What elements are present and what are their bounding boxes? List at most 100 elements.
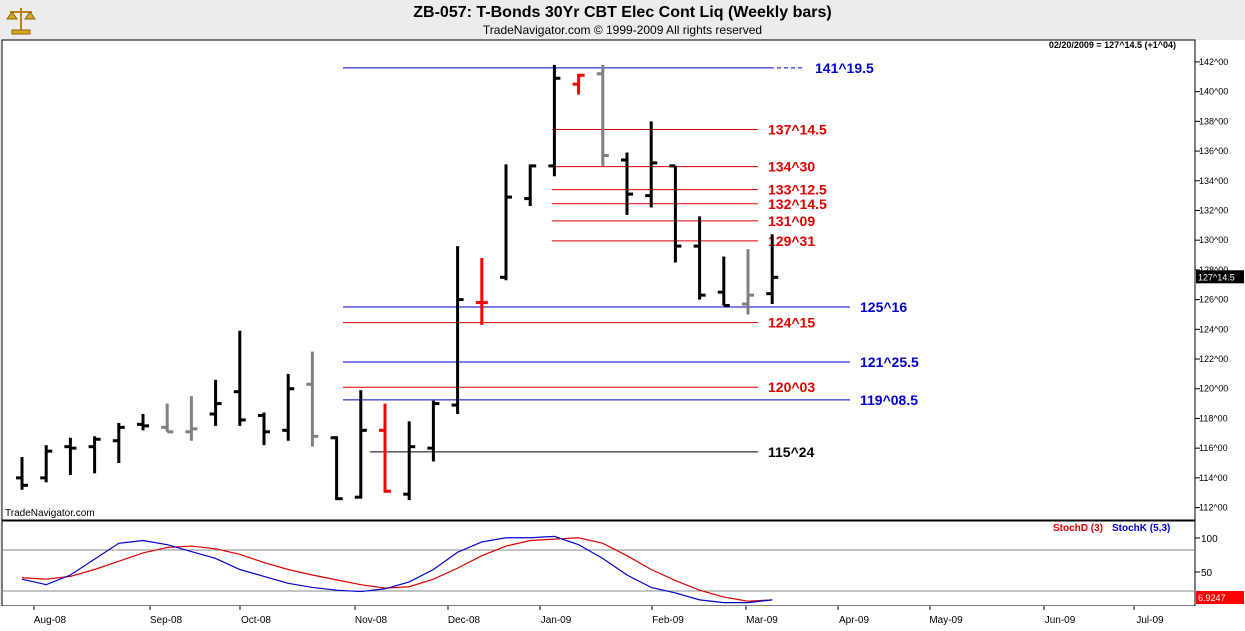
time-tick-label: Mar-09: [746, 615, 778, 626]
price-tick-label: 128^00: [1199, 265, 1228, 275]
price-tick-label: 130^00: [1199, 235, 1228, 245]
level-label: 121^25.5: [860, 354, 919, 370]
ohlc-bar: [185, 396, 198, 441]
time-axis: Aug-08 Sep-08 Oct-08 Nov-08 Dec-08 Jan-09 Feb-…: [33, 606, 1164, 626]
ohlc-bar: [403, 421, 416, 501]
time-tick-label: Jun-09: [1045, 615, 1076, 626]
stochastic-panel-bg: [1, 520, 1196, 607]
stoch-line: [21, 535, 773, 604]
ohlc-bar: [282, 373, 295, 441]
ohlc-bar: [330, 436, 343, 501]
price-bars: [16, 64, 779, 501]
level-label: 120^03: [768, 379, 815, 395]
price-tick-label: 140^00: [1199, 87, 1228, 97]
ohlc-bar: [40, 445, 53, 483]
chart-title: ZB-057: T-Bonds 30Yr CBT Elec Cont Liq (…: [413, 4, 832, 21]
time-tick-label: Dec-08: [448, 615, 481, 626]
price-tick-label: 120^00: [1199, 384, 1228, 394]
price-tick-label: 112^00: [1199, 503, 1228, 513]
title-bar: [0, 0, 1245, 40]
chart-subtitle: TradeNavigator.com © 1999-2009 All right…: [482, 23, 763, 37]
ohlc-bar: [742, 249, 754, 315]
price-tick-label: 142^00: [1199, 57, 1228, 67]
level-label: 129^31: [768, 233, 815, 249]
time-tick-label: Jul-09: [1136, 615, 1164, 626]
ohlc-bar: [233, 330, 246, 426]
ohlc-bar: [717, 256, 730, 308]
time-tick-label: Feb-09: [652, 615, 684, 626]
ohlc-bar: [766, 234, 779, 305]
time-tick-label: Apr-09: [839, 615, 869, 626]
axis-strip: [1195, 40, 1245, 606]
time-tick-label: Aug-08: [34, 615, 67, 626]
ohlc-bar: [88, 436, 101, 474]
watermark: TradeNavigator.com: [5, 508, 95, 519]
ohlc-bar: [621, 152, 633, 215]
last-price-label: 127^14.5: [1198, 272, 1235, 282]
level-label: 137^14.5: [768, 122, 827, 138]
ohlc-bar: [475, 258, 488, 325]
time-tick-label: Nov-08: [355, 615, 388, 626]
price-tick-label: 118^00: [1199, 413, 1228, 423]
price-tick-label: 124^00: [1199, 324, 1228, 334]
price-tick-label: 132^00: [1199, 205, 1228, 215]
ohlc-bar: [451, 246, 464, 414]
ohlc-bar: [548, 64, 561, 177]
chart-frame: [0, 39, 1245, 631]
stoch-line: [21, 537, 773, 602]
ohlc-bar: [524, 164, 537, 207]
price-axis: 112^00 114^00 116^00 118^00 120^00 122^00 124^…: [1195, 57, 1244, 513]
ohlc-bar: [354, 390, 367, 499]
stoch-tick-label: 100: [1201, 534, 1218, 545]
ohlc-bar: [669, 164, 682, 263]
price-tick-label: 136^00: [1199, 146, 1228, 156]
time-axis-strip: [0, 606, 1245, 631]
last-price-tag: [1196, 270, 1244, 284]
stoch-value-tag: [1196, 591, 1244, 604]
level-label: 124^15: [768, 315, 815, 331]
level-label: 134^30: [768, 159, 815, 175]
ohlc-bar: [693, 216, 706, 300]
ohlc-bar: [379, 403, 391, 493]
level-label: 115^24: [768, 444, 815, 460]
ohlc-bar: [112, 422, 125, 464]
price-tick-label: 114^00: [1199, 473, 1228, 483]
ohlc-bar: [209, 379, 222, 426]
ohlc-bar: [161, 403, 174, 434]
time-tick-label: May-09: [929, 615, 963, 626]
ohlc-bar: [258, 412, 270, 446]
level-label: 131^09: [768, 213, 815, 229]
legend-stochk: StochK (5,3): [1112, 523, 1170, 534]
stoch-tick-label: 50: [1201, 568, 1213, 579]
level-label: 125^16: [860, 299, 907, 315]
stochastic-panel: 100 50 StochD (3) StochK (5,3) 6.9247: [2, 523, 1244, 604]
price-tick-label: 138^00: [1199, 116, 1228, 126]
ohlc-bar: [306, 351, 319, 447]
price-tick-label: 116^00: [1199, 443, 1228, 453]
ohlc-bar: [16, 457, 28, 490]
level-label: 132^14.5: [768, 196, 827, 212]
price-tick-label: 134^00: [1199, 176, 1228, 186]
scales-logo-icon: [6, 8, 36, 35]
time-tick-label: Sep-08: [150, 615, 183, 626]
price-panel: [1, 39, 1196, 521]
level-label: 119^08.5: [860, 392, 918, 408]
price-tick-label: 122^00: [1199, 354, 1228, 364]
level-label: 133^12.5: [768, 182, 827, 198]
ohlc-bar: [500, 164, 512, 281]
status-readout: 02/20/2009 = 127^14.5 (+1^04): [1049, 40, 1176, 50]
ohlc-bar: [137, 413, 149, 431]
ohlc-bar: [64, 437, 77, 475]
ohlc-bar: [596, 64, 609, 166]
level-lines: 141^19.5 137^14.5 134^30 133^12.5132^14.513…: [343, 60, 919, 460]
ohlc-bar: [572, 73, 585, 95]
time-tick-label: Jan-09: [541, 615, 572, 626]
level-label: 141^19.5: [815, 60, 874, 76]
ohlc-bar: [645, 121, 658, 208]
ohlc-bar: [427, 400, 440, 462]
legend-stochd: StochD (3): [1053, 523, 1103, 534]
time-tick-label: Oct-08: [241, 615, 271, 626]
price-tick-label: 126^00: [1199, 295, 1228, 305]
stoch-value-label: 6.9247: [1198, 593, 1226, 603]
